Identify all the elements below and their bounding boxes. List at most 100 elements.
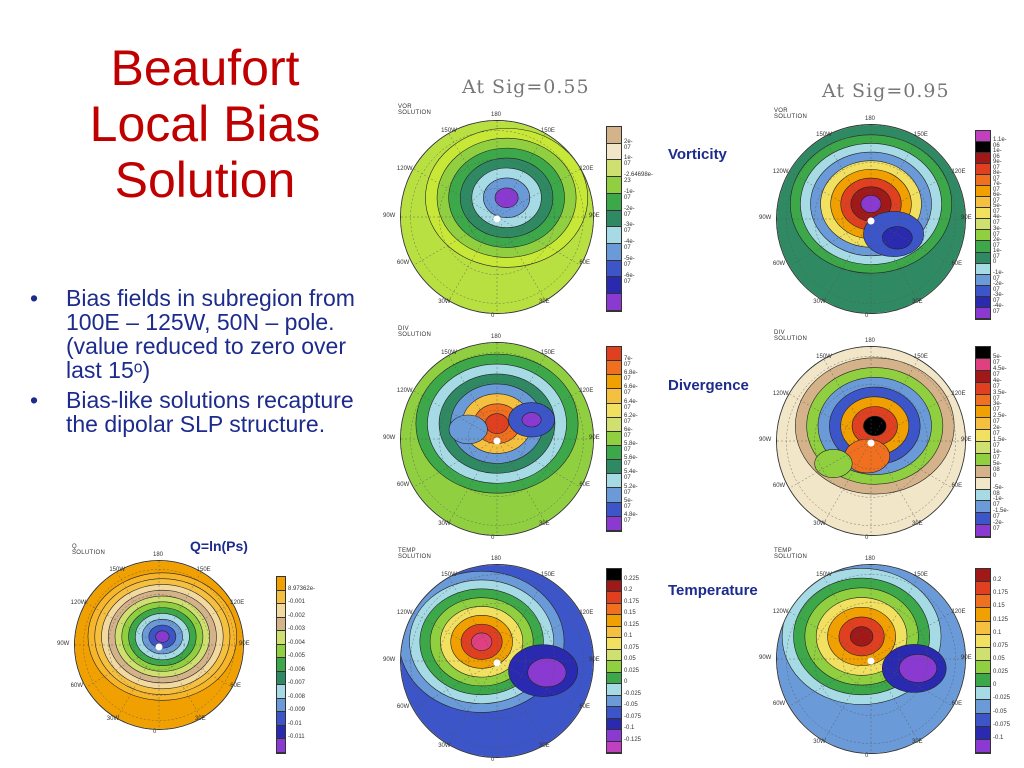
color-bar-segment [976, 382, 990, 395]
color-bar-segment [976, 525, 990, 537]
longitude-label: 150E [196, 566, 211, 573]
color-bar-tick-label: 5e-07 [993, 203, 1002, 216]
color-bar-tick-label: -0.05 [624, 702, 638, 708]
color-bar-segment [976, 595, 990, 609]
panel-title: VOR SOLUTION [398, 104, 432, 116]
color-bar-tick-label: 2e-07 [993, 425, 1002, 438]
color-bar-tick-label: 0 [993, 682, 997, 689]
color-bar-tick-label: 2e-07 [993, 236, 1002, 249]
longitude-label: 90W [383, 657, 396, 663]
color-bar-tick-label: 0.025 [624, 667, 640, 674]
bullet-item: • Bias-like solutions recapture the dipo… [30, 388, 375, 436]
color-bar-tick-label: -0.004 [288, 639, 306, 646]
longitude-label: 60E [951, 261, 963, 268]
color-bar-segment [277, 644, 285, 659]
contour-field [401, 565, 593, 757]
longitude-label: 60W [70, 682, 84, 689]
color-bar-tick-label: 6.6e-07 [624, 384, 638, 397]
color-bar-tick-label: 0.125 [624, 621, 640, 628]
color-bar-segment [976, 406, 990, 419]
color-bar-tick-label: 2e-07 [624, 138, 633, 151]
color-bar-segment [976, 131, 990, 143]
color-bar-tick-label: 0.15 [624, 610, 636, 616]
longitude-label: 150E [540, 349, 555, 356]
color-bar-tick-label: -1.5e-07 [993, 508, 1009, 521]
longitude-label: 150E [913, 131, 928, 138]
color-bar-segment [976, 634, 990, 648]
color-bar-segment [607, 193, 621, 211]
longitude-label: 120E [579, 388, 594, 395]
longitude-label: 60W [772, 701, 786, 708]
color-bar-tick-label: -0.1 [624, 725, 635, 731]
color-bar-tick-label: 1e-07 [993, 448, 1002, 461]
longitude-label: 60W [396, 704, 410, 711]
polar-map [400, 564, 594, 758]
color-bar-tick-label: 0.2 [993, 577, 1002, 584]
color-bar-segment [607, 569, 621, 581]
bullet-text: Bias fields in subregion from 100E – 125… [66, 285, 355, 383]
longitude-label: 90E [589, 213, 600, 219]
slide-title: Beaufort Local Bias Solution [40, 40, 370, 208]
color-bar-segment [976, 263, 990, 275]
longitude-label: 90W [759, 215, 772, 221]
longitude-label: 30W [438, 742, 451, 749]
longitude-label: 90W [383, 213, 396, 219]
polar-map [776, 346, 966, 536]
color-bar-tick-label: 0 [993, 258, 997, 265]
longitude-label: 60W [396, 260, 410, 267]
color-bar-tick-label: -4e-07 [624, 239, 635, 252]
color-bar-segment [976, 208, 990, 220]
color-bar-segment [277, 725, 285, 740]
color-bar-tick-label: 0 [624, 679, 628, 685]
color-bar-segment [607, 143, 621, 161]
longitude-label: 120E [951, 609, 966, 616]
color-bar-tick-label: 4.5e-07 [993, 365, 1007, 378]
color-bar-tick-label: 6.2e-07 [624, 412, 638, 425]
color-bar-segment [607, 502, 621, 517]
color-bar-segment [976, 489, 990, 502]
color-bar-tick-label: 6.8e-07 [624, 370, 638, 383]
contour-band [881, 226, 913, 250]
color-bar-tick-label: 0 [993, 472, 997, 479]
longitude-label: 120E [230, 600, 245, 607]
color-bar-tick-label: -0.01 [288, 720, 302, 727]
color-bar-segment [976, 465, 990, 478]
longitude-label: 30W [813, 298, 826, 305]
color-bar-segment [607, 375, 621, 390]
color-bar-segment [976, 713, 990, 727]
longitude-label: 90W [759, 655, 772, 661]
color-bar-segment [607, 177, 621, 194]
color-bar-segment [607, 403, 621, 418]
latitude-circle [410, 574, 584, 748]
contour-field [777, 125, 965, 313]
color-bar-segment [976, 241, 990, 253]
longitude-label: 30E [539, 520, 550, 527]
contour-band [155, 630, 170, 643]
longitude-label: 30E [912, 520, 923, 527]
color-bar-segment [607, 389, 621, 404]
panel-title: TEMP SOLUTION [774, 548, 808, 560]
longitude-label: 120W [396, 166, 413, 173]
title-line: Solution [114, 152, 296, 208]
color-bar-segment [976, 700, 990, 714]
color-bar-segment [607, 649, 621, 661]
color-bar-tick-label: -2e-07 [993, 280, 1004, 293]
longitude-label: 60E [579, 260, 590, 267]
color-bar-segment [607, 277, 621, 295]
color-bar-segment [277, 590, 285, 605]
color-bar-tick-label: -5e-07 [624, 255, 635, 268]
longitude-label: 60W [772, 261, 786, 268]
longitude-label: 60E [579, 482, 590, 489]
longitude-label: 60W [772, 483, 786, 490]
contour-band [849, 626, 874, 647]
longitude-label: 90E [239, 641, 250, 647]
longitude-label: 120W [396, 388, 413, 395]
color-bar-tick-label: -1e-07 [993, 269, 1004, 282]
color-bar-tick-label: 6e-07 [993, 192, 1002, 205]
longitude-label: 0 [865, 753, 869, 759]
bullet-item: • Bias fields in subregion from 100E – 1… [30, 286, 375, 382]
color-bar-segment [607, 707, 621, 719]
color-bar-tick-label: -0.007 [288, 680, 306, 687]
color-bar-tick-label: 0.175 [624, 598, 640, 605]
color-bar-segment [976, 501, 990, 514]
